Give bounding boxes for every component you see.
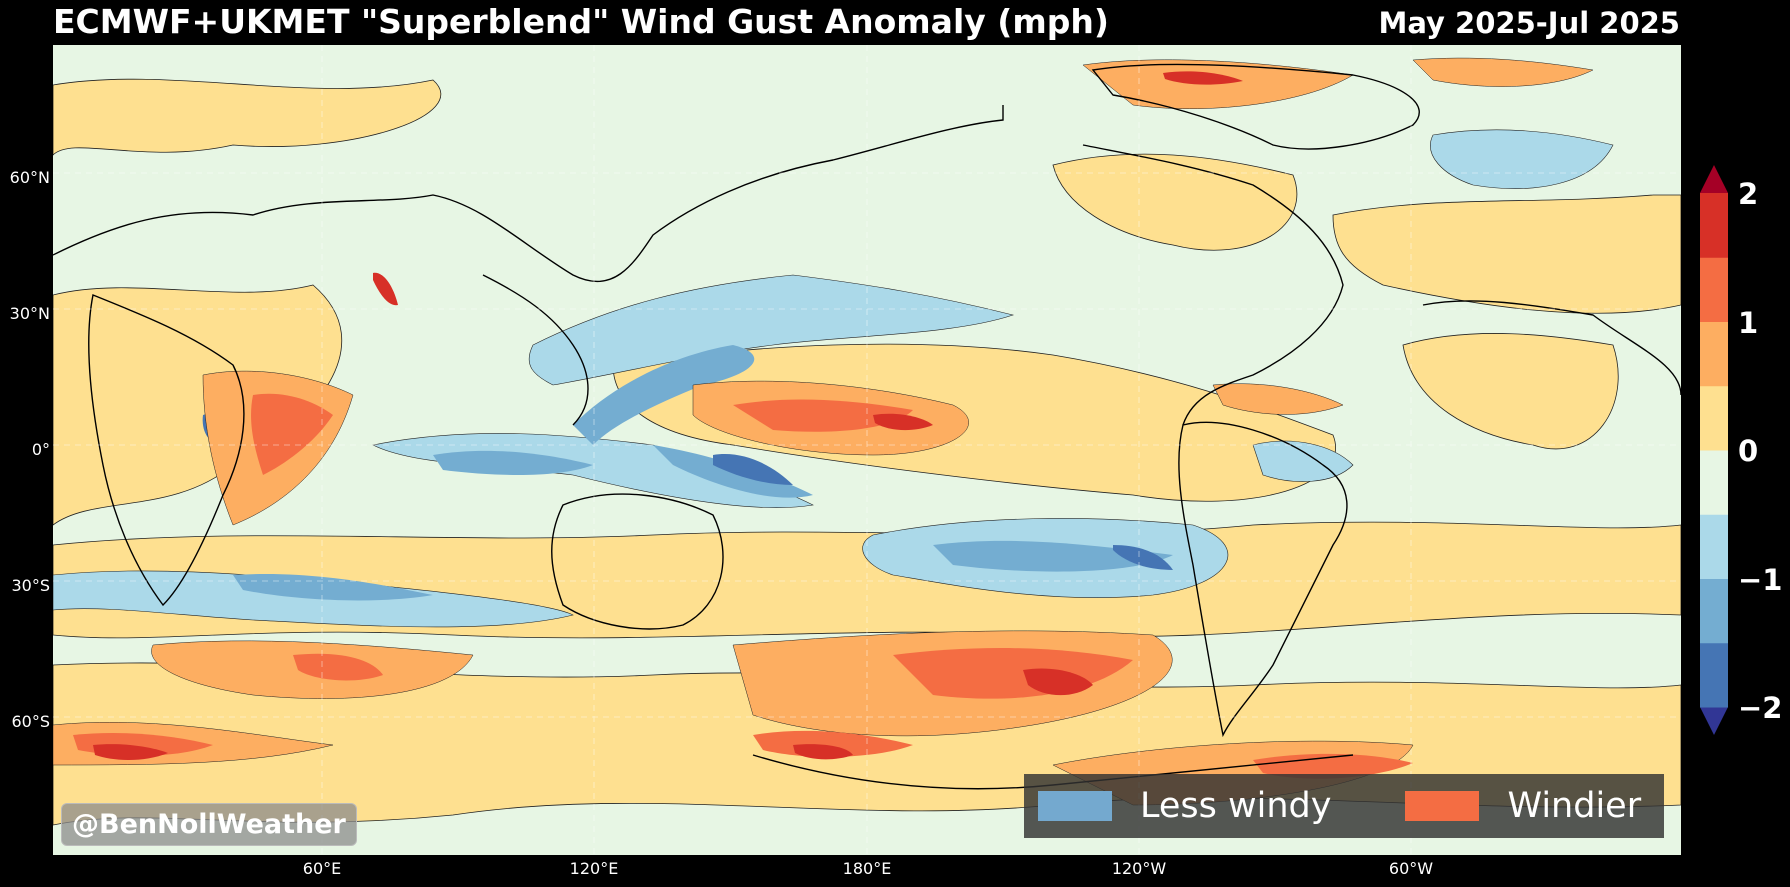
colorbar-step: [1700, 321, 1728, 387]
colorbar-tick-1: 1: [1738, 306, 1759, 340]
legend: Less windy Windier: [1024, 774, 1664, 838]
lon-label-60w: 60°W: [1388, 859, 1434, 878]
colorbar-tick-2: 2: [1738, 177, 1759, 211]
coastlines: [53, 63, 1681, 790]
colorbar-extend-top: [1700, 165, 1728, 193]
graticule: [53, 45, 1681, 855]
colorbar-tick-0: 0: [1738, 434, 1759, 468]
lat-label-eq: 0°: [31, 440, 50, 459]
legend-label-less-windy: Less windy: [1140, 786, 1332, 826]
colorbar-extend-bottom: [1700, 707, 1728, 735]
lon-label-180: 180°E: [842, 859, 892, 878]
colorbar: [1700, 165, 1728, 735]
lon-label-120w: 120°W: [1111, 859, 1167, 878]
colorbar-step: [1700, 578, 1728, 644]
colorbar-step: [1700, 257, 1728, 322]
lat-label-30s: 30°S: [11, 576, 50, 595]
colorbar-tick-neg2: −2: [1738, 691, 1783, 725]
legend-swatch-less-windy: [1038, 791, 1112, 821]
colorbar-step: [1700, 514, 1728, 579]
colorbar-step: [1700, 450, 1728, 515]
colorbar-step: [1700, 385, 1728, 451]
map-title: ECMWF+UKMET "Superblend" Wind Gust Anoma…: [53, 2, 1109, 41]
anomaly-map: [53, 45, 1681, 855]
colorbar-step: [1700, 193, 1728, 258]
lon-label-120e: 120°E: [569, 859, 619, 878]
colorbar-step: [1700, 642, 1728, 708]
lat-label-60s: 60°S: [11, 712, 50, 731]
lat-label-30n: 30°N: [9, 304, 50, 323]
forecast-period: May 2025-Jul 2025: [1378, 6, 1680, 40]
legend-swatch-windier: [1405, 791, 1480, 821]
lon-label-60e: 60°E: [302, 859, 342, 878]
lat-label-60n: 60°N: [9, 168, 50, 187]
credit-watermark: @BenNollWeather: [61, 803, 357, 846]
colorbar-tick-neg1: −1: [1738, 563, 1783, 597]
legend-label-windier: Windier: [1507, 786, 1642, 826]
